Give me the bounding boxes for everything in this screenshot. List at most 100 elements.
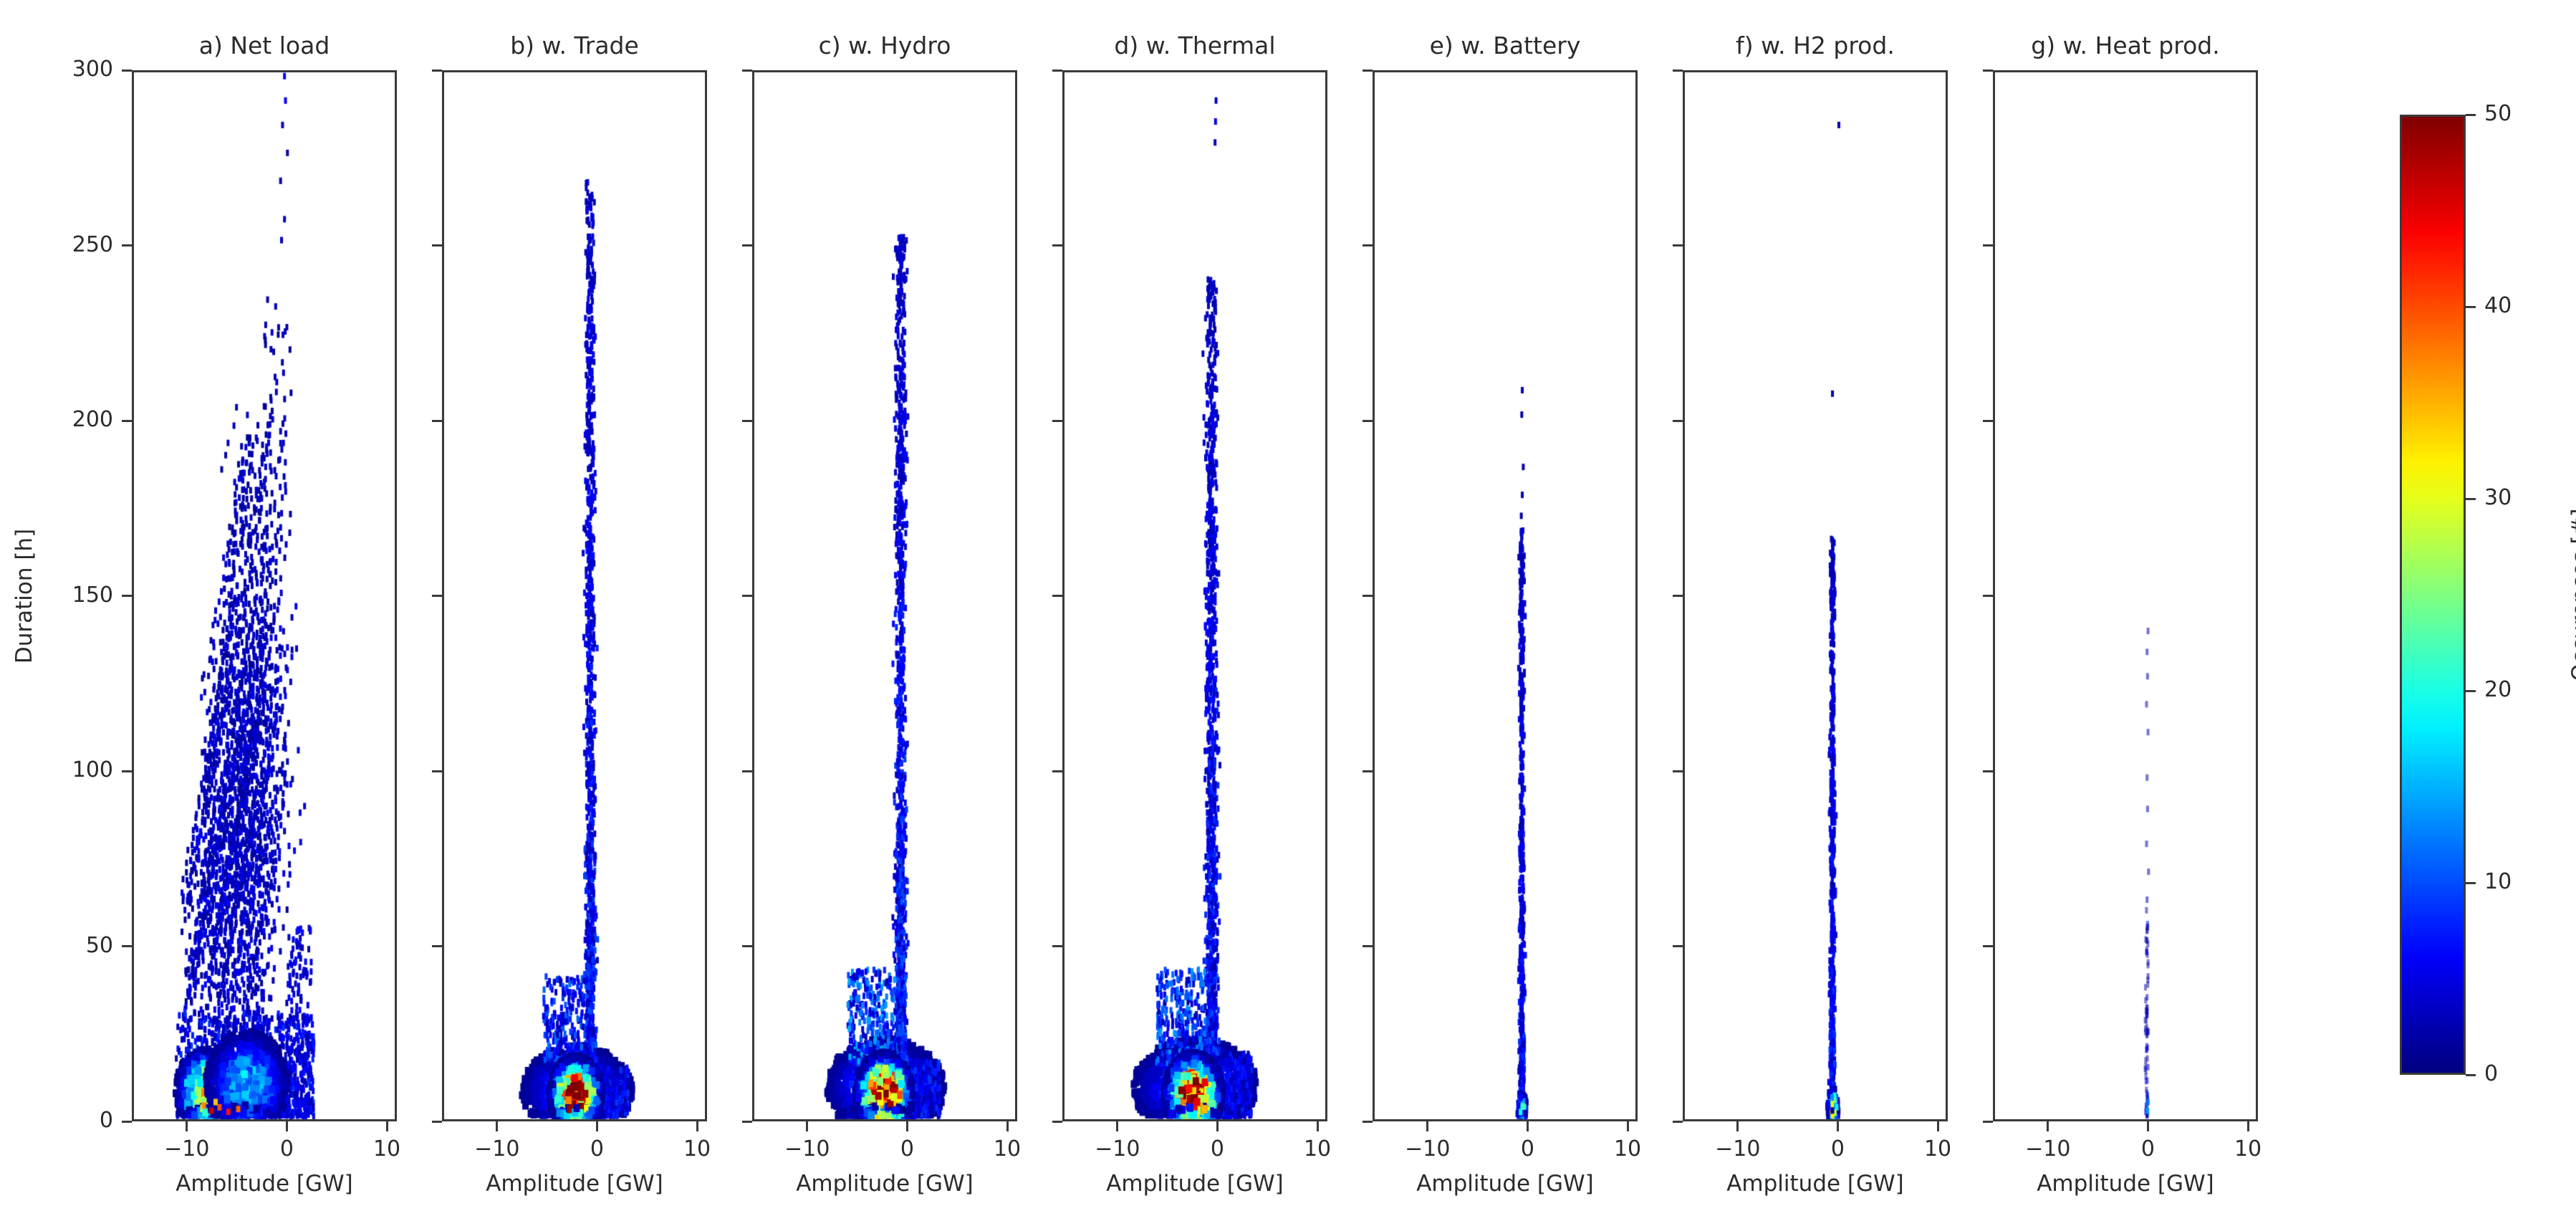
y-tick-label: 250 [72, 231, 113, 257]
y-tick-label: 300 [72, 57, 113, 82]
x-tick [1316, 1121, 1319, 1131]
panel-title-c: c) w. Hydro [818, 32, 951, 59]
panel-plot-f [1683, 70, 1948, 1121]
x-tick-label: 0 [900, 1136, 914, 1162]
x-tick [1006, 1121, 1009, 1131]
y-tick-label: 50 [85, 932, 113, 958]
y-tick [1983, 244, 1993, 246]
x-tick-label: 10 [683, 1136, 711, 1162]
x-tick-label: 10 [1613, 1136, 1642, 1162]
panel-plot-d [1062, 70, 1327, 1121]
panel-title-a: a) Net load [198, 32, 330, 59]
colorbar-tick [2466, 689, 2476, 692]
y-tick [1673, 945, 1683, 947]
x-tick-label: −10 [1405, 1136, 1451, 1162]
colorbar-tick-label: 20 [2484, 677, 2512, 702]
x-tick-label: −10 [2025, 1136, 2071, 1162]
x-tick [696, 1121, 698, 1131]
x-tick [2047, 1121, 2049, 1131]
y-tick [122, 419, 132, 422]
x-tick-label: 0 [2140, 1136, 2155, 1162]
panel-title-b: b) w. Trade [510, 32, 639, 59]
x-axis-label-a: Amplitude [GW] [176, 1171, 353, 1197]
panel-title-g: g) w. Heat prod. [2031, 32, 2220, 59]
x-tick [1626, 1121, 1629, 1131]
y-tick-label: 150 [72, 582, 113, 608]
x-tick-label: 0 [590, 1136, 604, 1162]
y-tick [1052, 945, 1062, 947]
x-axis-label-d: Amplitude [GW] [1106, 1171, 1284, 1197]
colorbar-tick [2466, 1073, 2476, 1076]
colorbar-tick [2466, 113, 2476, 116]
y-tick [742, 595, 752, 597]
x-tick [1526, 1121, 1529, 1131]
y-tick [1673, 244, 1683, 246]
x-tick [2246, 1121, 2249, 1131]
x-tick-label: 0 [279, 1136, 294, 1162]
y-tick [1052, 69, 1062, 72]
y-tick [1363, 419, 1373, 422]
y-tick [1983, 770, 1993, 772]
panel-canvas-a [134, 72, 395, 1119]
panel-title-d: d) w. Thermal [1114, 32, 1276, 59]
panel-title-f: f) w. H2 prod. [1736, 32, 1895, 59]
x-tick-label: 10 [373, 1136, 401, 1162]
y-tick [1983, 595, 1993, 597]
panel-canvas-b [444, 72, 705, 1119]
y-tick [122, 945, 132, 947]
colorbar-tick [2466, 497, 2476, 500]
y-tick [1052, 770, 1062, 772]
y-tick [742, 419, 752, 422]
y-tick [432, 244, 442, 246]
y-tick [742, 770, 752, 772]
panel-canvas-d [1064, 72, 1325, 1119]
panel-plot-a [132, 70, 397, 1121]
y-tick [432, 770, 442, 772]
x-tick [905, 1121, 908, 1131]
y-tick [1983, 419, 1993, 422]
panel-title-e: e) w. Battery [1429, 32, 1581, 59]
x-tick [1216, 1121, 1219, 1131]
y-tick [1673, 1120, 1683, 1123]
colorbar-tick-label: 40 [2484, 293, 2512, 318]
colorbar-gradient [2400, 115, 2466, 1075]
x-tick-label: 0 [1520, 1136, 1534, 1162]
y-tick [1052, 1120, 1062, 1123]
y-tick [432, 419, 442, 422]
y-tick [432, 1120, 442, 1123]
y-tick-label: 100 [72, 757, 113, 782]
y-tick [122, 1120, 132, 1123]
colorbar-tick-label: 10 [2484, 869, 2512, 894]
panel-canvas-g [1995, 72, 2256, 1119]
x-tick-label: 0 [1830, 1136, 1845, 1162]
panel-plot-g [1993, 70, 2258, 1121]
panel-plot-c [752, 70, 1017, 1121]
panel-canvas-f [1685, 72, 1946, 1119]
x-tick [1426, 1121, 1429, 1131]
x-tick [385, 1121, 388, 1131]
x-tick-label: −10 [164, 1136, 210, 1162]
y-tick [1673, 595, 1683, 597]
y-tick-label: 200 [72, 407, 113, 432]
x-tick [1736, 1121, 1739, 1131]
colorbar-tick [2466, 305, 2476, 308]
y-tick [1052, 419, 1062, 422]
x-tick-label: −10 [784, 1136, 830, 1162]
x-tick [186, 1121, 188, 1131]
x-tick-label: 10 [993, 1136, 1022, 1162]
colorbar-tick-label: 0 [2484, 1061, 2499, 1086]
x-axis-label-f: Amplitude [GW] [1726, 1171, 1904, 1197]
x-tick-label: 10 [1923, 1136, 1952, 1162]
panel-plot-b [442, 70, 707, 1121]
x-axis-label-b: Amplitude [GW] [486, 1171, 663, 1197]
x-axis-label-e: Amplitude [GW] [1416, 1171, 1594, 1197]
y-tick [742, 244, 752, 246]
x-tick-label: −10 [1715, 1136, 1761, 1162]
y-tick [1363, 770, 1373, 772]
panel-canvas-e [1375, 72, 1635, 1119]
y-tick [1983, 69, 1993, 72]
y-tick [432, 945, 442, 947]
x-axis-label-c: Amplitude [GW] [796, 1171, 974, 1197]
y-tick [1052, 244, 1062, 246]
